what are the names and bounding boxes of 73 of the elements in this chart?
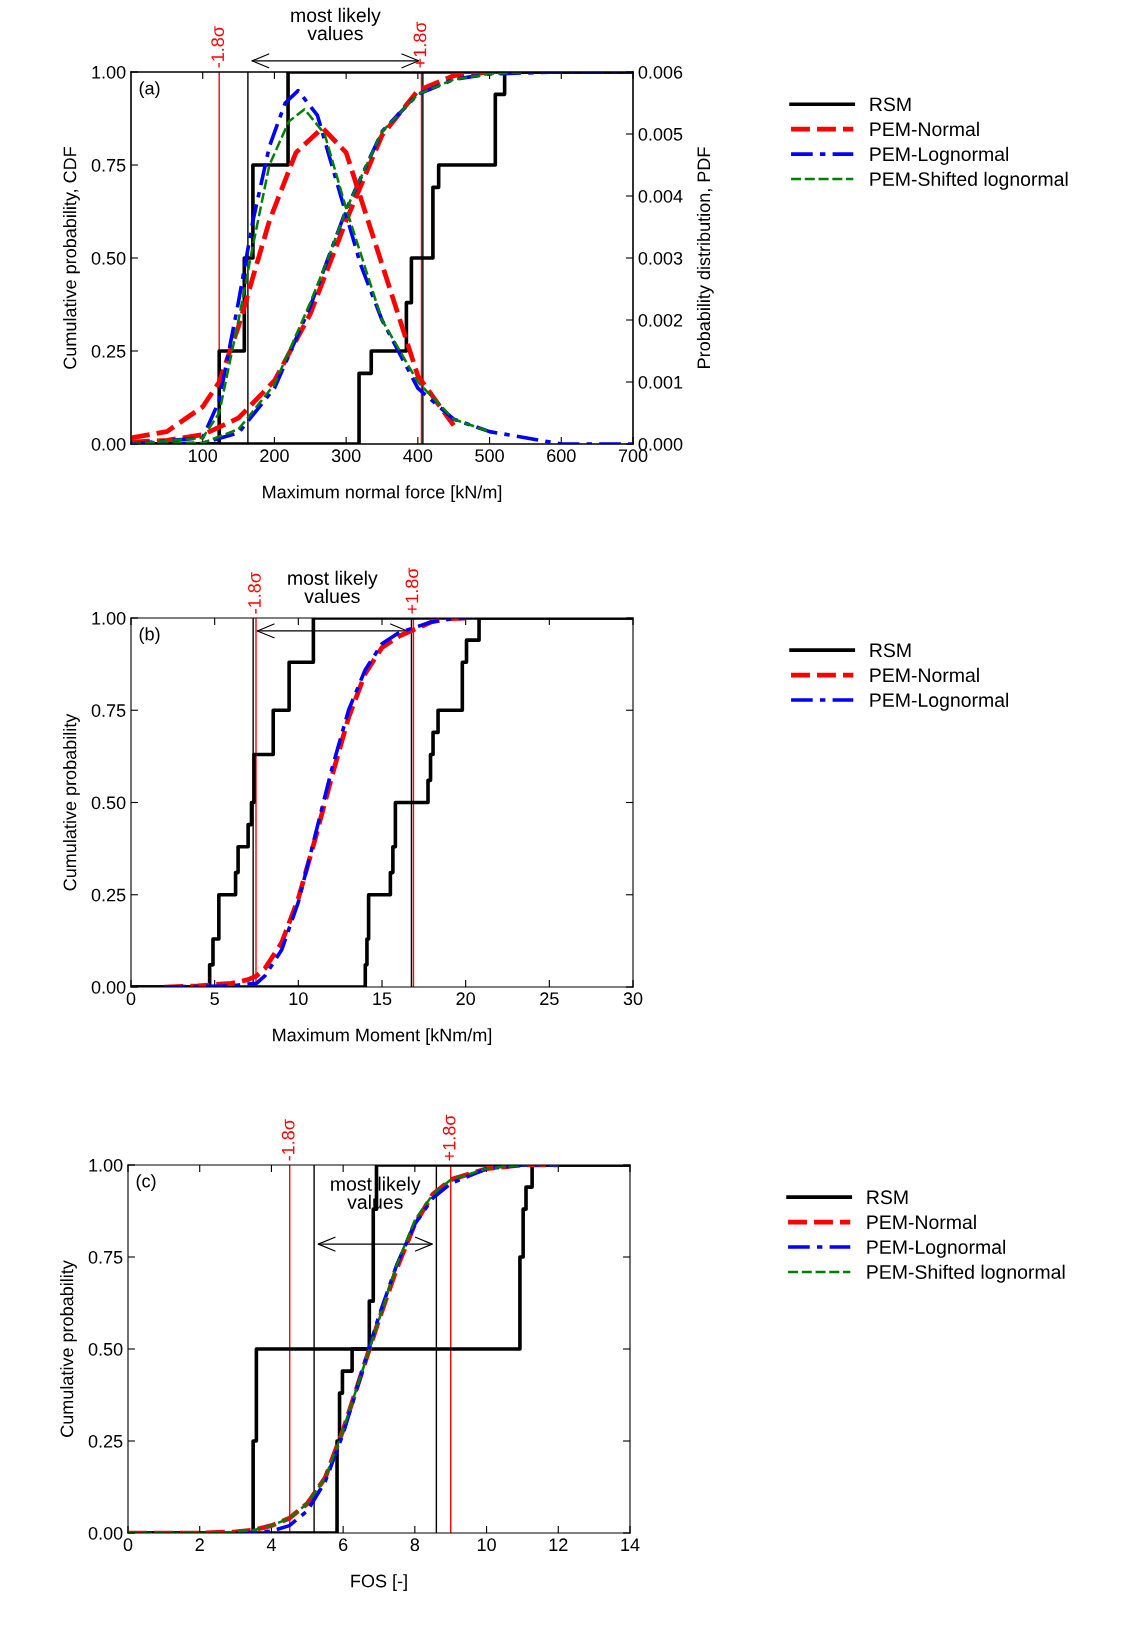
y-tick-label: 0.75 (91, 158, 126, 172)
y-tick-label: 1.00 (92, 611, 126, 625)
x-tick-label: 300 (331, 449, 361, 463)
x-tick-label: 0 (126, 992, 136, 1006)
y2-tick-label: 0.001 (638, 375, 683, 389)
y-tick-label: 0.00 (91, 980, 126, 994)
x-tick-label: 15 (373, 992, 392, 1006)
x-tick-label: 30 (623, 992, 643, 1006)
x-tick-label: 200 (260, 449, 289, 463)
ref-line-label: +1.8σ (413, 21, 427, 68)
x-tick-label: 4 (266, 1538, 276, 1551)
x-tick-label: 12 (549, 1538, 568, 1551)
y-tick-label: 0.25 (91, 344, 126, 358)
y2-tick-label: 0.000 (638, 437, 683, 451)
y2-tick-label: 0.006 (638, 65, 683, 79)
y-tick-label: 1.00 (92, 65, 126, 79)
y-axis-title: Cumulative probability, CDF (63, 147, 80, 369)
x-tick-label: 100 (189, 449, 218, 463)
ref-line-label: +1.8σ (442, 1114, 456, 1161)
legend-label: PEM-Normal (870, 121, 979, 137)
x-tick-label: 600 (547, 449, 576, 463)
x-tick-label: 10 (289, 992, 308, 1006)
y-tick-label: 0.00 (91, 437, 126, 451)
x-tick-label: 5 (210, 992, 219, 1006)
y2-tick-label: 0.002 (638, 313, 683, 327)
x-axis-title: Maximum normal force [kN/m] (263, 485, 502, 502)
y-tick-label: 1.00 (89, 1158, 123, 1172)
text: most likely values (291, 7, 381, 41)
y2-tick-label: 0.005 (638, 127, 683, 141)
x-axis-title: Maximum Moment [kNm/m] (273, 1028, 492, 1045)
annotation: (b) (139, 627, 160, 645)
legend-label: RSM (867, 1190, 908, 1205)
annotation: (c) (136, 1174, 156, 1192)
x-tick-label: 10 (477, 1538, 496, 1552)
x-tick-label: 0 (123, 1538, 133, 1552)
text: most likely values (288, 570, 378, 604)
x-tick-label: 500 (475, 449, 504, 463)
x-tick-label: 700 (618, 449, 648, 463)
y-tick-label: 0.00 (88, 1526, 123, 1540)
x-tick-label: 2 (195, 1538, 204, 1551)
y-tick-label: 0.75 (88, 1250, 123, 1264)
legend-label: PEM-Shifted lognormal (867, 1264, 1065, 1283)
y-axis-title: Cumulative probability (63, 713, 80, 891)
ref-line-label: -1.8σ (281, 1119, 295, 1161)
legend-label: RSM (870, 643, 911, 658)
legend-label: PEM-Lognormal (870, 146, 1009, 165)
legend-label: PEM-Lognormal (867, 1239, 1006, 1258)
legend-label: PEM-Lognormal (870, 692, 1009, 711)
ref-line-label: -1.8σ (248, 572, 261, 614)
legend-label: RSM (870, 97, 911, 112)
x-tick-label: 400 (403, 449, 433, 463)
x-tick-label: 6 (339, 1538, 348, 1552)
x-axis-title: FOS [-] (351, 1574, 407, 1591)
y-tick-label: 0.75 (91, 704, 126, 717)
x-tick-label: 25 (540, 992, 559, 1006)
y-tick-label: 0.50 (91, 251, 126, 265)
legend-label: PEM-Normal (870, 667, 979, 683)
y2-tick-label: 0.003 (638, 251, 683, 265)
y-tick-label: 0.25 (91, 888, 126, 902)
ref-line-label: -1.8σ (211, 26, 225, 68)
y2-axis-title: Probability distribution, PDF (696, 147, 714, 368)
x-tick-label: 14 (621, 1538, 640, 1551)
y2-tick-label: 0.004 (638, 189, 683, 203)
legend-label: PEM-Shifted lognormal (870, 171, 1068, 190)
y-tick-label: 0.50 (91, 796, 126, 810)
annotation: (a) (139, 81, 160, 99)
ref-line-label: +1.8σ (405, 567, 419, 614)
x-tick-label: 20 (456, 992, 475, 1006)
y-tick-label: 0.50 (88, 1342, 123, 1356)
legend-label: PEM-Normal (867, 1214, 976, 1230)
y-axis-title: Cumulative probability (60, 1260, 77, 1437)
x-tick-label: 8 (410, 1538, 420, 1552)
y-tick-label: 0.25 (88, 1434, 123, 1448)
